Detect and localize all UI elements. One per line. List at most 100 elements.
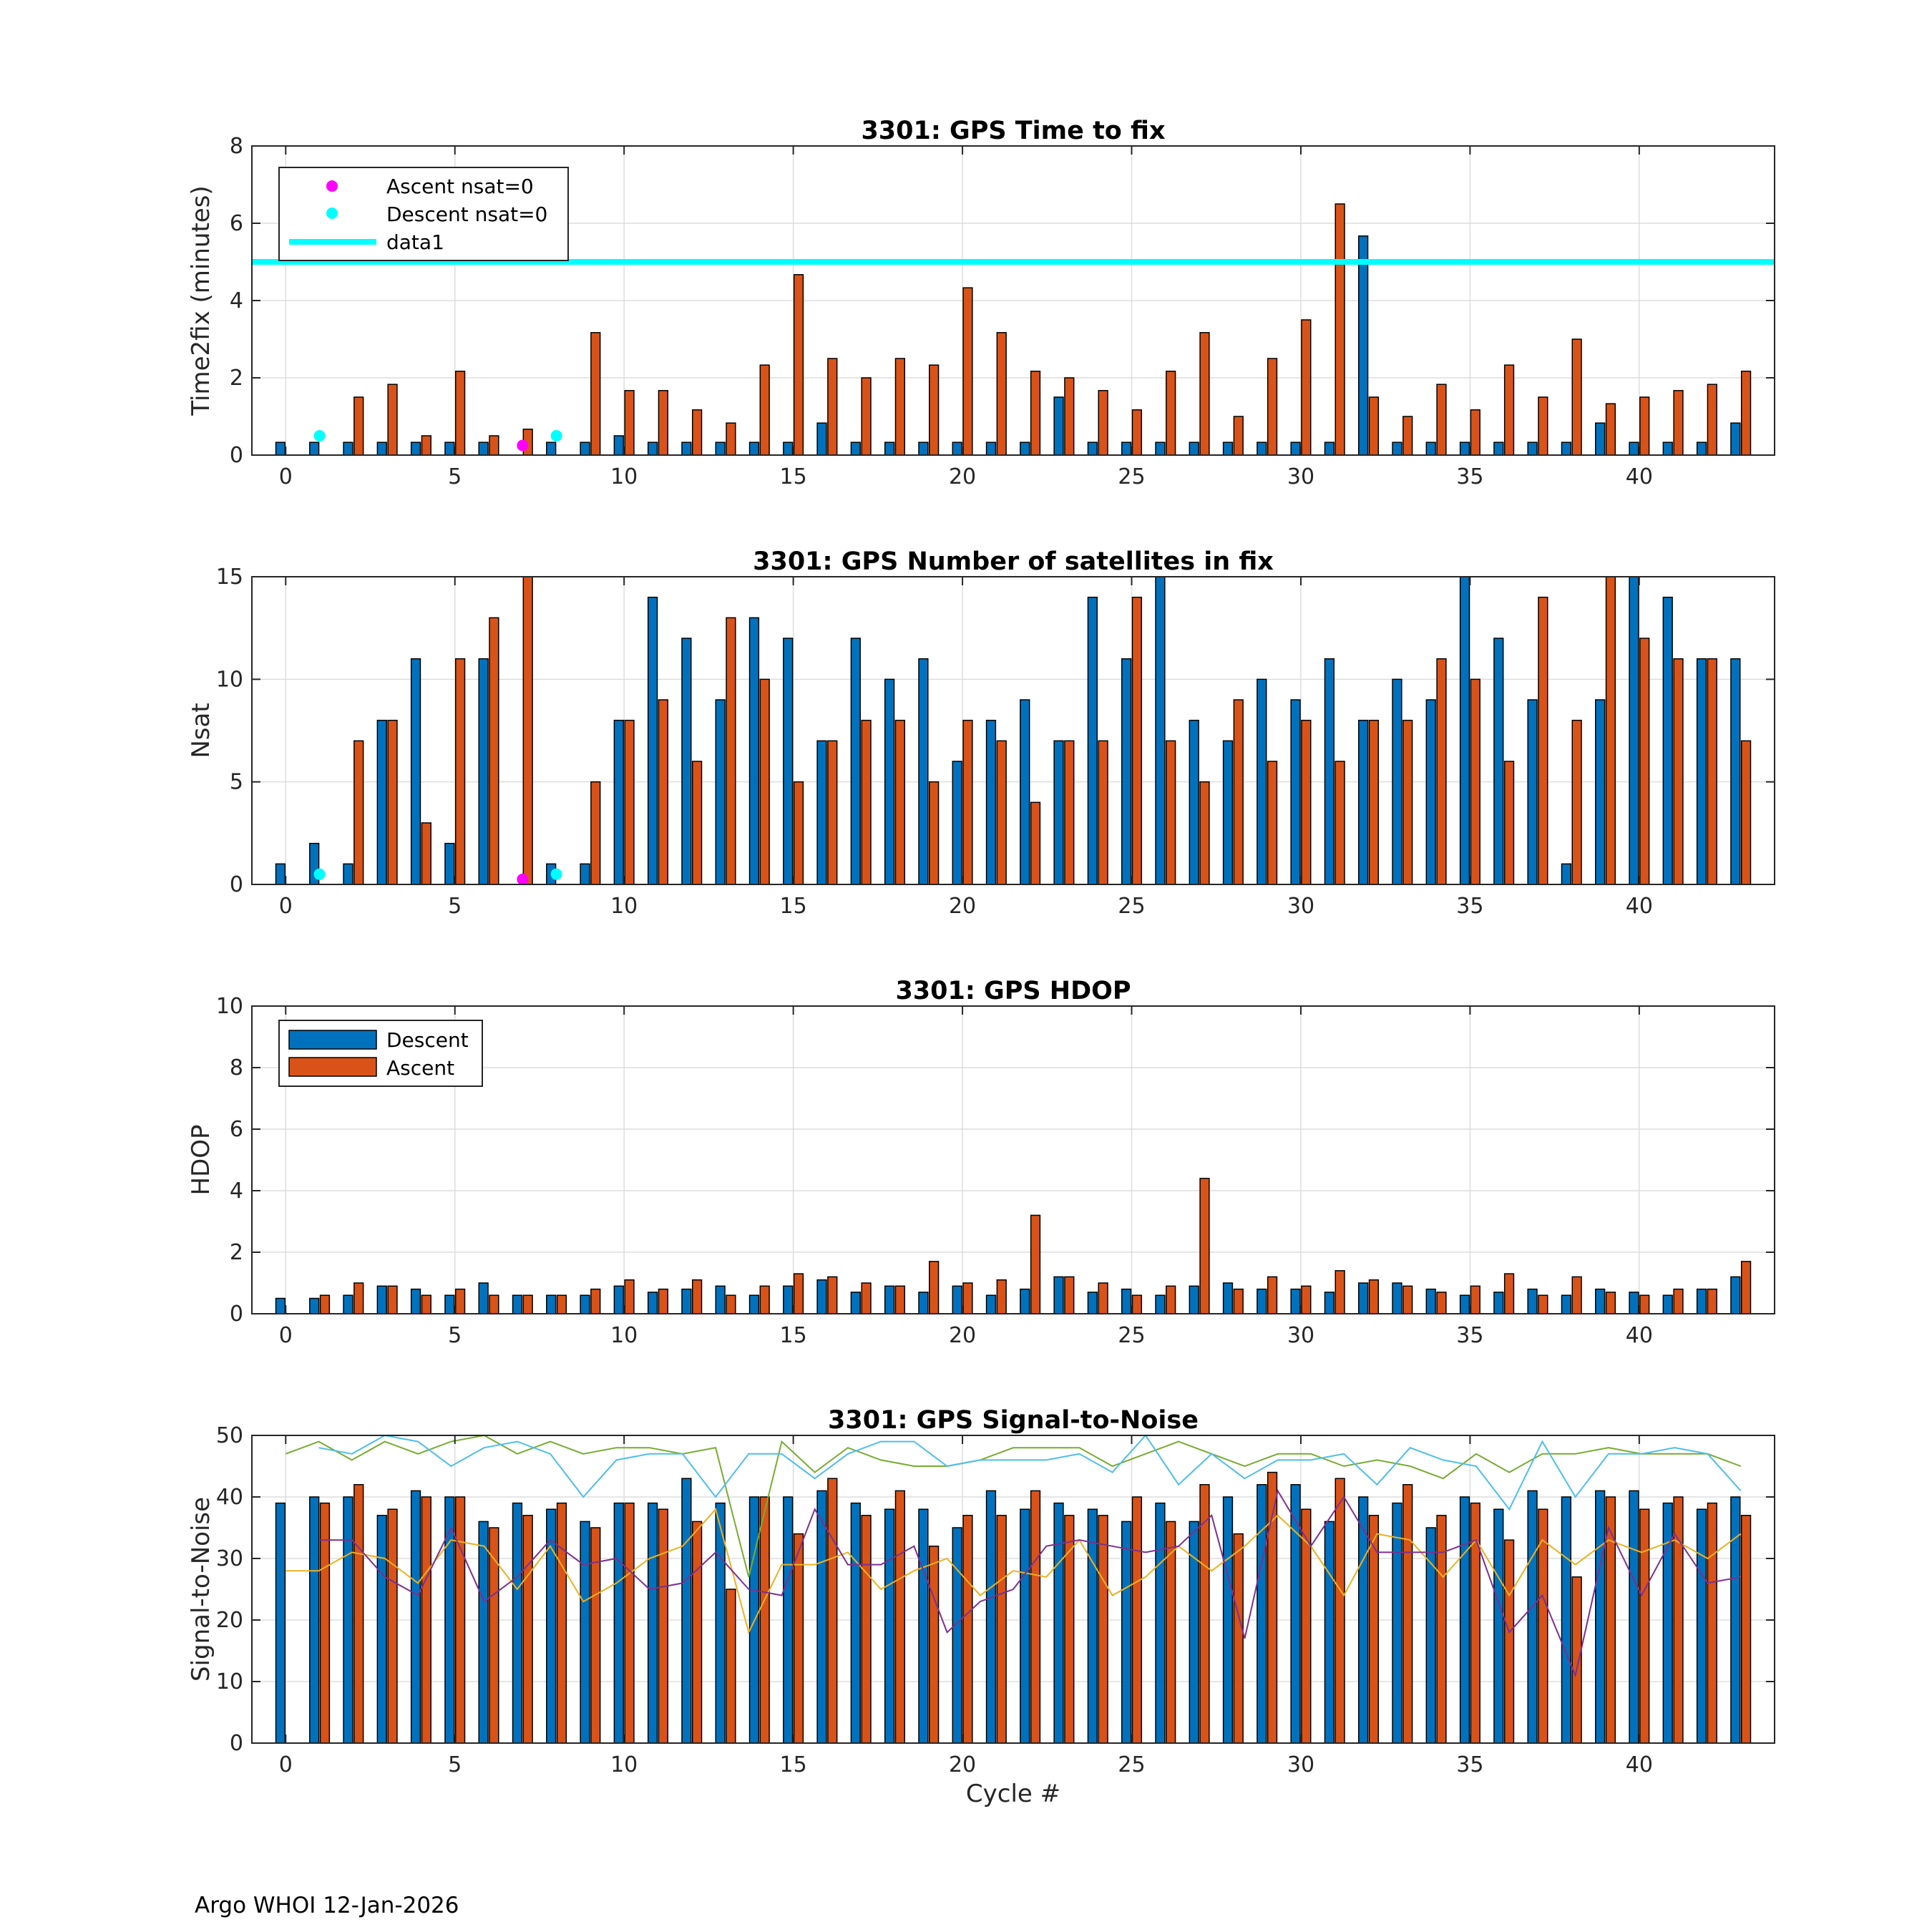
descent-bar: [1527, 1288, 1538, 1314]
descent-bar: [1155, 576, 1166, 885]
snr-line2: [318, 1434, 1742, 1511]
descent-bar: [1121, 658, 1132, 885]
ascent-bar: [1639, 396, 1650, 456]
ascent-bar: [1673, 390, 1684, 456]
descent-bar: [1222, 740, 1234, 885]
ascent-bar: [1571, 1276, 1582, 1314]
ascent-bar: [1470, 1285, 1480, 1314]
legend-label: Ascent: [386, 1056, 454, 1080]
ascent-bar: [894, 1285, 906, 1314]
descent-bar: [816, 422, 827, 456]
ascent-bar: [1402, 719, 1413, 885]
ascent-bar: [726, 1589, 736, 1744]
ascent-bar: [624, 1502, 635, 1744]
descent-bar: [580, 1294, 590, 1314]
x-tick-label: 10: [610, 894, 638, 919]
x-tick-label: 40: [1626, 464, 1653, 489]
ascent-bar: [522, 1294, 533, 1314]
descent-bar: [1629, 576, 1639, 885]
ascent-bar: [1538, 396, 1548, 456]
descent-bar: [1087, 441, 1098, 456]
ascent-bar: [1030, 371, 1041, 456]
ascent-bar: [692, 409, 703, 456]
descent-bar: [985, 719, 997, 885]
descent-bar: [613, 719, 624, 885]
descent-bar: [681, 638, 692, 885]
descent-bar: [1425, 699, 1436, 885]
ascent-bar: [590, 781, 601, 885]
ascent-bar: [1503, 1273, 1515, 1314]
descent-bar: [343, 1294, 353, 1314]
ascent-bar: [827, 358, 838, 456]
ascent-bar: [1064, 1515, 1075, 1744]
descent-bar: [444, 1496, 455, 1744]
descent-bar: [1662, 596, 1673, 885]
y-tick-label: 8: [230, 1055, 243, 1080]
y-tick-label: 20: [216, 1608, 243, 1633]
ascent-bar: [1166, 740, 1176, 885]
ascent-nsat0-marker: [517, 873, 529, 885]
descent-bar: [1392, 441, 1402, 456]
ascent-bar: [454, 1496, 466, 1744]
descent-bar: [918, 441, 929, 456]
ascent-bar: [1166, 1285, 1176, 1314]
descent-bar: [309, 441, 320, 456]
x-tick-label: 25: [1118, 464, 1145, 489]
ascent-bar: [1098, 1515, 1108, 1744]
ascent-bar: [1740, 371, 1752, 456]
ascent-bar: [1368, 719, 1380, 885]
ascent-bar: [1707, 658, 1717, 885]
ascent-bar: [556, 1502, 567, 1744]
descent-bar: [715, 1285, 726, 1314]
descent-bar: [1121, 1288, 1132, 1314]
descent-bar: [1459, 576, 1470, 885]
descent-bar: [1629, 441, 1639, 456]
descent-bar: [1730, 1496, 1741, 1744]
axes-box: [251, 1005, 1775, 1314]
ascent-bar: [1301, 719, 1312, 885]
ascent-bar: [1538, 596, 1548, 885]
ascent-bar: [489, 435, 499, 456]
descent-bar: [1696, 1288, 1707, 1314]
ascent-bar: [1470, 678, 1480, 885]
descent-bar: [681, 441, 692, 456]
descent-nsat0-marker: [550, 430, 562, 441]
descent-bar: [376, 1515, 387, 1744]
y-tick-label: 40: [216, 1485, 243, 1510]
x-tick-label: 25: [1118, 1752, 1145, 1777]
x-tick-label: 25: [1118, 894, 1145, 919]
ascent-bar: [1064, 1276, 1075, 1314]
x-tick-label: 30: [1287, 894, 1314, 919]
ascent-bar: [1605, 576, 1616, 885]
y-tick-label: 4: [230, 1179, 243, 1204]
x-tick-label: 0: [279, 894, 293, 919]
x-tick-label: 30: [1287, 464, 1314, 489]
descent-bar: [1189, 1285, 1199, 1314]
chart-panel-2: 0 5 10 15 20 25 30 35 40 0 5 10 15 3301: GPS Number o…: [187, 547, 1775, 919]
y-tick-label: 6: [230, 1117, 243, 1142]
ascent-bar: [1402, 1285, 1413, 1314]
descent-bar: [1595, 1490, 1606, 1744]
ascent-bar: [1199, 781, 1210, 885]
descent-bar: [1425, 441, 1436, 456]
ascent-bar: [590, 332, 601, 456]
descent-bar: [1358, 235, 1369, 456]
ascent-bar: [726, 617, 736, 885]
descent-bar: [850, 441, 861, 456]
descent-bar: [546, 1508, 557, 1744]
descent-bar: [884, 1508, 895, 1744]
descent-bar: [376, 719, 387, 885]
ascent-nsat0-marker: [517, 439, 529, 452]
ascent-bar: [1673, 658, 1684, 885]
descent-bar: [512, 1502, 523, 1744]
descent-bar: [478, 658, 489, 885]
legend-label: Descent nsat=0: [386, 203, 547, 226]
descent-bar: [1053, 396, 1064, 456]
descent-bar: [1358, 719, 1369, 885]
ascent-bar: [861, 1282, 872, 1314]
ascent-bar: [1064, 740, 1075, 885]
descent-bar: [613, 1502, 624, 1744]
y-tick-label: 30: [216, 1546, 243, 1571]
descent-bar: [1121, 441, 1132, 456]
descent-bar: [748, 617, 760, 885]
